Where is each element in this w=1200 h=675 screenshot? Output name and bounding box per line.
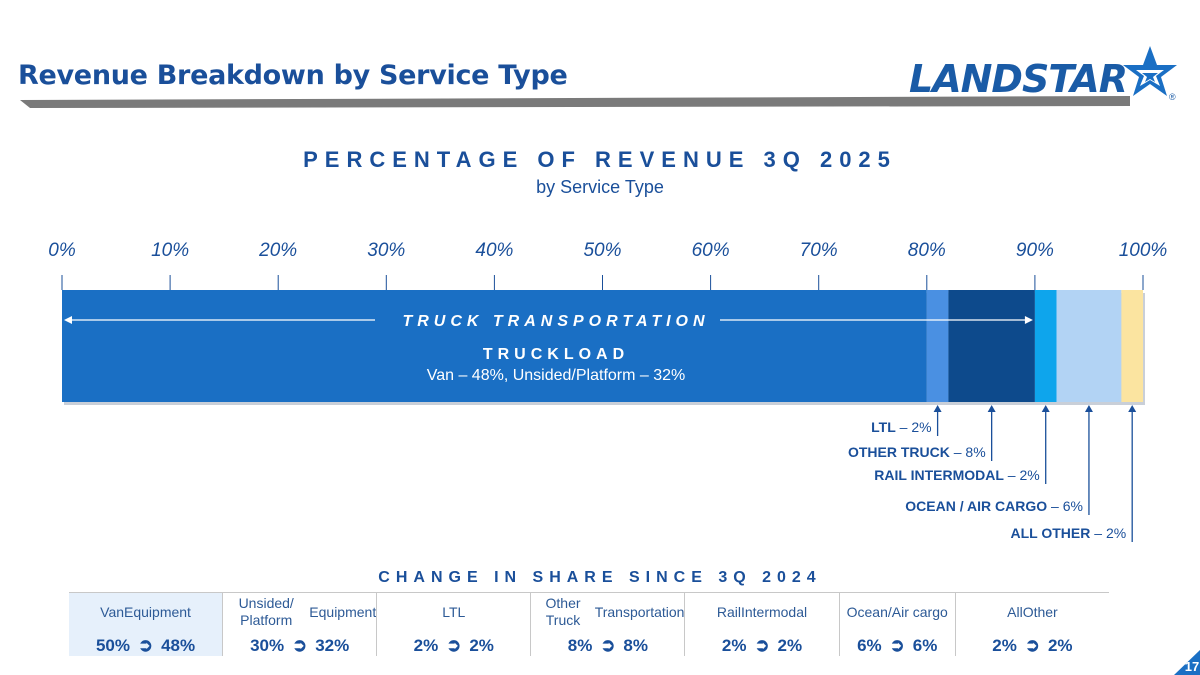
column-header: Ocean/Air cargo bbox=[847, 593, 948, 631]
change-column: Rail Intermodal 2% ➲ 2% bbox=[684, 593, 838, 656]
span-arrow-left-head bbox=[64, 316, 72, 324]
tick-label: 100% bbox=[1119, 240, 1168, 261]
column-header: Rail Intermodal bbox=[717, 593, 807, 631]
share-from: 8% bbox=[567, 635, 593, 655]
bar-segment-ocean-air-cargo bbox=[1056, 290, 1122, 402]
column-header: Unsided/ Platform Equipment bbox=[223, 593, 377, 631]
share-from: 30% bbox=[250, 635, 285, 655]
tick-label: 10% bbox=[151, 240, 189, 261]
chart-title: PERCENTAGE OF REVENUE 3Q 2025 bbox=[303, 147, 897, 172]
callout-arrowhead-0 bbox=[933, 405, 942, 412]
column-header: Other Truck Transportation bbox=[531, 593, 685, 631]
column-header: All Other bbox=[1007, 593, 1058, 631]
title-underline bbox=[20, 96, 1130, 108]
share-change-value: 8% ➲ 8% bbox=[568, 635, 648, 656]
column-header: LTL bbox=[442, 593, 465, 631]
callout-arrowhead-4 bbox=[1128, 405, 1137, 412]
change-column: Unsided/ Platform Equipment 30% ➲ 32% bbox=[222, 593, 376, 656]
change-column: Other Truck Transportation 8% ➲ 8% bbox=[530, 593, 684, 656]
share-change-value: 2% ➲ 2% bbox=[414, 635, 494, 656]
tick-label: 90% bbox=[1016, 240, 1054, 261]
change-column: All Other 2% ➲ 2% bbox=[954, 593, 1109, 656]
callout-arrowhead-3 bbox=[1084, 405, 1093, 412]
header-line-1: Rail bbox=[716, 603, 741, 620]
bar-segment-all-other bbox=[1121, 290, 1143, 402]
share-to: 8% bbox=[623, 635, 648, 655]
header-line-2: Transportation bbox=[594, 603, 685, 620]
share-to: 2% bbox=[777, 635, 803, 655]
share-change-value: 50% ➲ 48% bbox=[96, 635, 195, 656]
right-arrow-icon: ➲ bbox=[292, 635, 308, 655]
bar-segment-ltl bbox=[926, 290, 949, 402]
callout-arrowhead-1 bbox=[987, 405, 996, 412]
share-to: 2% bbox=[469, 635, 494, 655]
tick-label: 60% bbox=[692, 240, 730, 261]
right-arrow-icon: ➲ bbox=[138, 635, 154, 655]
truckload-label: TRUCKLOAD bbox=[483, 346, 629, 363]
header-line-1: Other Truck bbox=[545, 595, 581, 628]
truckload-detail: Van – 48%, Unsided/Platform – 32% bbox=[427, 367, 686, 384]
tick-label: 30% bbox=[367, 240, 405, 261]
bar-segment-rail-intermodal bbox=[1034, 290, 1057, 402]
share-to: 32% bbox=[315, 635, 350, 655]
bar-segment-truckload bbox=[62, 290, 927, 402]
change-column: Ocean/Air cargo 6% ➲ 6% bbox=[838, 593, 955, 656]
bar-segment-other-truck bbox=[948, 290, 1035, 402]
header-line-2: Equipment bbox=[309, 603, 377, 620]
share-from: 2% bbox=[992, 635, 1017, 655]
revenue-stacked-bar-chart: 0% 10% 20% 30% 40% 50% 60% 70% 80% 90% 100% TRUCK T… bbox=[48, 240, 1168, 542]
header-line-2: Intermodal bbox=[740, 603, 808, 620]
change-in-share-table: Van Equipment 50% ➲ 48% Unsided/ Platform Equi… bbox=[69, 592, 1109, 656]
page-number: 17 bbox=[1174, 650, 1200, 675]
span-arrow-right-head bbox=[1024, 316, 1033, 324]
tick-label: 70% bbox=[800, 240, 838, 261]
right-arrow-icon: ➲ bbox=[1024, 635, 1040, 655]
share-from: 6% bbox=[857, 635, 882, 655]
share-change-value: 2% ➲ 2% bbox=[722, 635, 802, 656]
star-icon bbox=[1123, 46, 1177, 96]
chart-subtitle: by Service Type bbox=[536, 177, 664, 197]
header-line-1: Van bbox=[100, 603, 125, 620]
change-column: LTL 2% ➲ 2% bbox=[376, 593, 530, 656]
callout-arrowhead-2 bbox=[1041, 405, 1050, 412]
share-to: 2% bbox=[1047, 635, 1073, 655]
right-arrow-icon: ➲ bbox=[600, 635, 616, 655]
share-change-value: 6% ➲ 6% bbox=[857, 635, 937, 656]
header-line-1: All bbox=[1007, 603, 1023, 620]
share-from: 2% bbox=[721, 635, 747, 655]
header-line-1: Ocean/ bbox=[846, 603, 892, 620]
tick-label: 40% bbox=[475, 240, 513, 261]
landstar-logo: LANDSTAR ® bbox=[909, 46, 1177, 102]
header-line-2: Other bbox=[1022, 603, 1058, 620]
share-change-value: 2% ➲ 2% bbox=[992, 635, 1072, 656]
tick-label: 20% bbox=[258, 240, 297, 261]
header-line-2: Equipment bbox=[124, 603, 191, 620]
span-annotation-label: TRUCK TRANSPORTATION bbox=[402, 313, 709, 330]
logo-text: LANDSTAR bbox=[909, 57, 1127, 101]
callout-label-1: OTHER TRUCK – 8% bbox=[848, 444, 986, 460]
callout-label-4: ALL OTHER – 2% bbox=[1011, 525, 1127, 541]
share-to: 6% bbox=[912, 635, 938, 655]
header-line-1: Unsided/ Platform bbox=[238, 595, 294, 628]
tick-label: 80% bbox=[908, 240, 946, 261]
page-title: Revenue Breakdown by Service Type bbox=[18, 60, 568, 91]
right-arrow-icon: ➲ bbox=[754, 635, 770, 655]
tick-label: 0% bbox=[48, 240, 76, 261]
header-line-2: Air cargo bbox=[891, 603, 948, 620]
callout-label-0: LTL – 2% bbox=[871, 419, 931, 435]
change-in-share-title: CHANGE IN SHARE SINCE 3Q 2024 bbox=[378, 569, 822, 586]
column-header: Van Equipment bbox=[100, 593, 191, 631]
callout-label-3: OCEAN / AIR CARGO – 6% bbox=[905, 498, 1083, 514]
share-from: 2% bbox=[413, 635, 439, 655]
share-change-value: 30% ➲ 32% bbox=[250, 635, 349, 656]
tick-label: 50% bbox=[583, 240, 621, 261]
registered-mark: ® bbox=[1169, 92, 1176, 102]
header-line-1: LTL bbox=[442, 603, 466, 620]
right-arrow-icon: ➲ bbox=[889, 635, 905, 655]
right-arrow-icon: ➲ bbox=[446, 635, 462, 655]
share-to: 48% bbox=[161, 635, 196, 655]
callout-label-2: RAIL INTERMODAL – 2% bbox=[874, 467, 1039, 483]
change-column: Van Equipment 50% ➲ 48% bbox=[69, 593, 223, 656]
share-from: 50% bbox=[95, 635, 130, 655]
